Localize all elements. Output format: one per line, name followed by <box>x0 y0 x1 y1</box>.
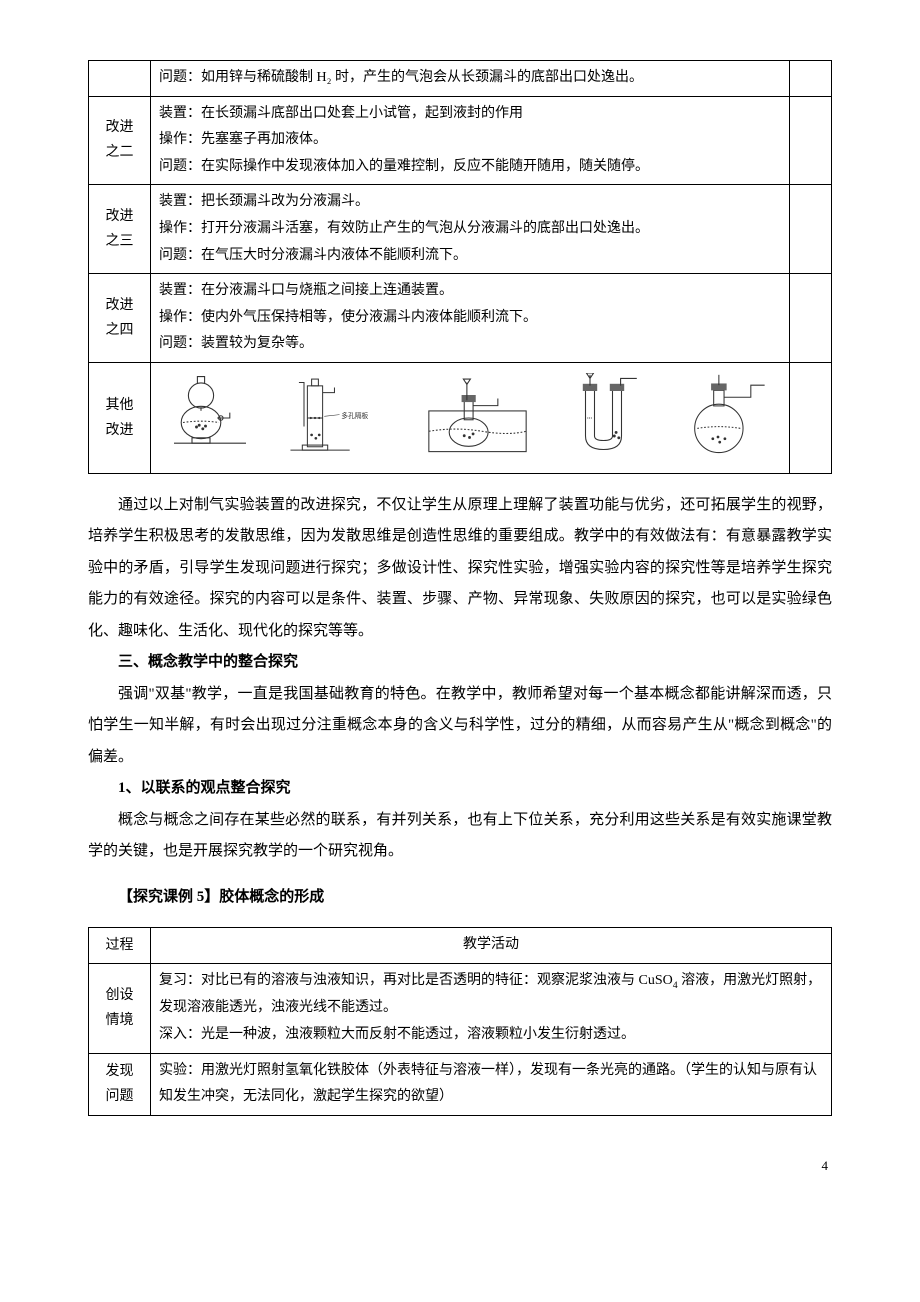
subsection-heading: 1、以联系的观点整合探究 <box>88 773 832 805</box>
header-cell: 教学活动 <box>151 928 832 964</box>
table-header-row: 过程 教学活动 <box>89 928 832 964</box>
row-label <box>89 61 151 97</box>
table-row: 发现问题 实验：用激光灯照射氢氧化铁胶体（外表特征与溶液一样），发现有一条光亮的… <box>89 1053 832 1115</box>
page-number: 4 <box>88 1156 832 1177</box>
row-content: 复习：对比已有的溶液与浊液知识，再对比是否透明的特征：观察泥浆浊液与 CuSO4… <box>151 964 832 1054</box>
row-empty <box>790 61 832 97</box>
apparatus-icon <box>165 373 255 463</box>
row-label: 改进之三 <box>89 185 151 274</box>
table-row: 改进之二 装置：在长颈漏斗底部出口处套上小试管，起到液封的作用操作：先塞塞子再加… <box>89 96 832 185</box>
apparatus-icon <box>680 373 775 463</box>
row-content: 问题：如用锌与稀硫酸制 H₂ 时，产生的气泡会从长颈漏斗的底部出口处逸出。 <box>151 61 790 97</box>
improvement-table: 问题：如用锌与稀硫酸制 H₂ 时，产生的气泡会从长颈漏斗的底部出口处逸出。 改进… <box>88 60 832 474</box>
row-content: 装置：把长颈漏斗改为分液漏斗。操作：打开分液漏斗活塞，有效防止产生的气泡从分液漏… <box>151 185 790 274</box>
row-content: 装置：在长颈漏斗底部出口处套上小试管，起到液封的作用操作：先塞塞子再加液体。问题… <box>151 96 790 185</box>
row-label: 其他改进 <box>89 362 151 473</box>
row-empty <box>790 274 832 363</box>
example-heading: 【探究课例 5】胶体概念的形成 <box>88 882 832 914</box>
table-row: 其他改进 <box>89 362 832 473</box>
row-empty <box>790 96 832 185</box>
row-empty <box>790 362 832 473</box>
apparatus-icon <box>563 373 653 463</box>
header-cell: 过程 <box>89 928 151 964</box>
table-row: 改进之四 装置：在分液漏斗口与烧瓶之间接上连通装置。操作：使内外气压保持相等，使… <box>89 274 832 363</box>
row-empty <box>790 185 832 274</box>
row-content: 实验：用激光灯照射氢氧化铁胶体（外表特征与溶液一样），发现有一条光亮的通路。（学… <box>151 1053 832 1115</box>
apparatus-icon: 多孔隔板 <box>282 373 392 463</box>
row-label: 创设情境 <box>89 964 151 1054</box>
row-label: 改进之二 <box>89 96 151 185</box>
section-heading: 三、概念教学中的整合探究 <box>88 647 832 679</box>
table-row: 改进之三 装置：把长颈漏斗改为分液漏斗。操作：打开分液漏斗活塞，有效防止产生的气… <box>89 185 832 274</box>
row-content: 装置：在分液漏斗口与烧瓶之间接上连通装置。操作：使内外气压保持相等，使分液漏斗内… <box>151 274 790 363</box>
body-paragraph: 强调"双基"教学，一直是我国基础教育的特色。在教学中，教师希望对每一个基本概念都… <box>88 679 832 774</box>
row-figures: 多孔隔板 <box>151 362 790 473</box>
table-row: 问题：如用锌与稀硫酸制 H₂ 时，产生的气泡会从长颈漏斗的底部出口处逸出。 <box>89 61 832 97</box>
activity-table: 过程 教学活动 创设情境 复习：对比已有的溶液与浊液知识，再对比是否透明的特征：… <box>88 927 832 1115</box>
row-label: 改进之四 <box>89 274 151 363</box>
table-row: 创设情境 复习：对比已有的溶液与浊液知识，再对比是否透明的特征：观察泥浆浊液与 … <box>89 964 832 1054</box>
body-paragraph: 概念与概念之间存在某些必然的联系，有并列关系，也有上下位关系，充分利用这些关系是… <box>88 805 832 868</box>
apparatus-icon <box>420 373 535 463</box>
row-label: 发现问题 <box>89 1053 151 1115</box>
body-paragraph: 通过以上对制气实验装置的改进探究，不仅让学生从原理上理解了装置功能与优劣，还可拓… <box>88 490 832 648</box>
svg-text:多孔隔板: 多孔隔板 <box>342 411 369 420</box>
